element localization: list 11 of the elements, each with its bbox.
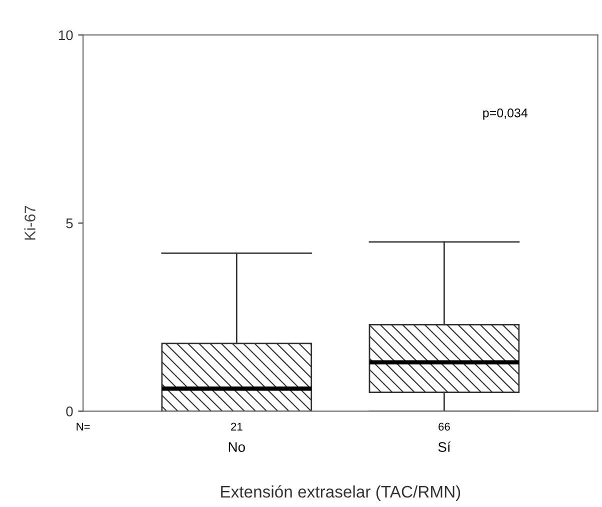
y-tick-label: 0 bbox=[66, 406, 73, 416]
y-tick-label: 5 bbox=[66, 218, 73, 228]
y-axis-title: Ki-67 bbox=[24, 206, 36, 240]
x-axis-title: Extensión extraselar (TAC/RMN) bbox=[221, 485, 460, 501]
annotation: p=0,034 bbox=[483, 108, 528, 120]
text: N= bbox=[76, 422, 90, 431]
text: 21 bbox=[231, 422, 242, 431]
x-tick-label: No bbox=[228, 442, 245, 452]
x-tick-label: Sí bbox=[438, 442, 451, 452]
y-tick-label: 10 bbox=[58, 30, 73, 40]
text: 66 bbox=[438, 422, 450, 431]
